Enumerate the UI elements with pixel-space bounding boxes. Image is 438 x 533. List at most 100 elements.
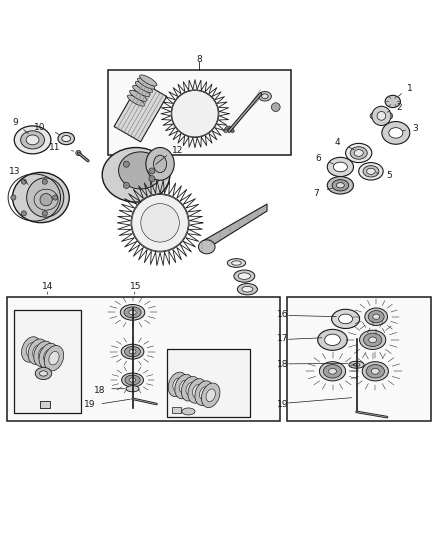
Ellipse shape — [26, 135, 39, 145]
Circle shape — [132, 195, 188, 251]
Ellipse shape — [153, 155, 166, 173]
Ellipse shape — [232, 261, 241, 265]
Text: 8: 8 — [197, 54, 202, 63]
Text: 19: 19 — [85, 400, 96, 409]
Ellipse shape — [126, 386, 139, 392]
Ellipse shape — [378, 117, 385, 125]
Ellipse shape — [384, 112, 393, 119]
Circle shape — [149, 176, 155, 182]
Text: 11: 11 — [49, 143, 61, 152]
Text: 4: 4 — [335, 138, 341, 147]
Ellipse shape — [346, 143, 372, 163]
Text: 18: 18 — [277, 360, 289, 369]
Ellipse shape — [369, 337, 377, 343]
Circle shape — [149, 168, 155, 174]
Ellipse shape — [195, 381, 213, 406]
Ellipse shape — [188, 378, 206, 403]
Text: 13: 13 — [9, 167, 21, 176]
Ellipse shape — [21, 337, 41, 362]
Text: 7: 7 — [314, 189, 319, 198]
Ellipse shape — [365, 308, 388, 326]
Ellipse shape — [127, 95, 145, 106]
Polygon shape — [114, 81, 167, 142]
Ellipse shape — [327, 157, 353, 176]
Ellipse shape — [349, 361, 364, 368]
Text: 16: 16 — [277, 310, 289, 319]
Text: 1: 1 — [407, 84, 413, 93]
Ellipse shape — [364, 333, 382, 346]
Ellipse shape — [120, 304, 145, 320]
Ellipse shape — [129, 378, 136, 382]
Circle shape — [226, 126, 230, 130]
Text: 15: 15 — [130, 281, 142, 290]
Circle shape — [224, 130, 227, 133]
Text: 17: 17 — [277, 334, 289, 343]
Ellipse shape — [33, 345, 43, 358]
Circle shape — [42, 179, 47, 184]
Circle shape — [21, 211, 26, 216]
Ellipse shape — [133, 85, 150, 96]
Ellipse shape — [58, 133, 74, 144]
Text: 5: 5 — [386, 171, 392, 180]
Ellipse shape — [323, 365, 342, 378]
Circle shape — [230, 127, 233, 130]
Ellipse shape — [354, 150, 363, 156]
Ellipse shape — [175, 374, 193, 399]
Ellipse shape — [62, 135, 71, 142]
Ellipse shape — [339, 314, 353, 324]
Circle shape — [372, 106, 391, 125]
Ellipse shape — [389, 128, 403, 138]
Circle shape — [231, 130, 234, 133]
Ellipse shape — [34, 341, 53, 367]
Ellipse shape — [368, 311, 384, 323]
Circle shape — [40, 193, 52, 206]
Circle shape — [42, 211, 47, 216]
Text: 3: 3 — [413, 124, 418, 133]
Ellipse shape — [119, 152, 162, 189]
Ellipse shape — [14, 126, 51, 154]
Ellipse shape — [378, 106, 385, 115]
Circle shape — [124, 182, 129, 189]
Circle shape — [272, 103, 280, 111]
Ellipse shape — [181, 376, 200, 401]
Ellipse shape — [122, 373, 144, 387]
Ellipse shape — [21, 131, 45, 149]
Circle shape — [230, 128, 234, 131]
Ellipse shape — [328, 368, 336, 374]
Ellipse shape — [333, 162, 347, 172]
Ellipse shape — [27, 178, 64, 217]
Text: 14: 14 — [42, 281, 53, 290]
Bar — [287, 297, 431, 422]
Ellipse shape — [327, 176, 353, 194]
Ellipse shape — [26, 343, 36, 356]
Ellipse shape — [385, 95, 400, 108]
Text: 12: 12 — [172, 146, 183, 155]
Text: 19: 19 — [277, 400, 289, 408]
Ellipse shape — [367, 168, 375, 174]
Bar — [14, 310, 81, 413]
Ellipse shape — [140, 75, 157, 86]
Text: 2: 2 — [396, 103, 402, 111]
Bar — [172, 407, 180, 413]
Ellipse shape — [371, 368, 379, 374]
Ellipse shape — [319, 362, 346, 381]
Ellipse shape — [237, 284, 258, 295]
Ellipse shape — [373, 314, 380, 319]
Circle shape — [53, 195, 58, 200]
Ellipse shape — [332, 180, 349, 191]
Ellipse shape — [39, 347, 49, 361]
Circle shape — [21, 179, 26, 184]
Ellipse shape — [198, 240, 215, 254]
Ellipse shape — [234, 270, 255, 282]
Ellipse shape — [360, 330, 386, 350]
Circle shape — [228, 126, 232, 130]
Ellipse shape — [192, 385, 202, 397]
Text: 9: 9 — [12, 118, 18, 127]
Bar — [7, 297, 280, 422]
Ellipse shape — [362, 362, 389, 381]
Ellipse shape — [129, 310, 136, 314]
Ellipse shape — [35, 367, 52, 379]
Ellipse shape — [261, 94, 268, 99]
Ellipse shape — [332, 309, 360, 328]
Ellipse shape — [102, 148, 170, 202]
